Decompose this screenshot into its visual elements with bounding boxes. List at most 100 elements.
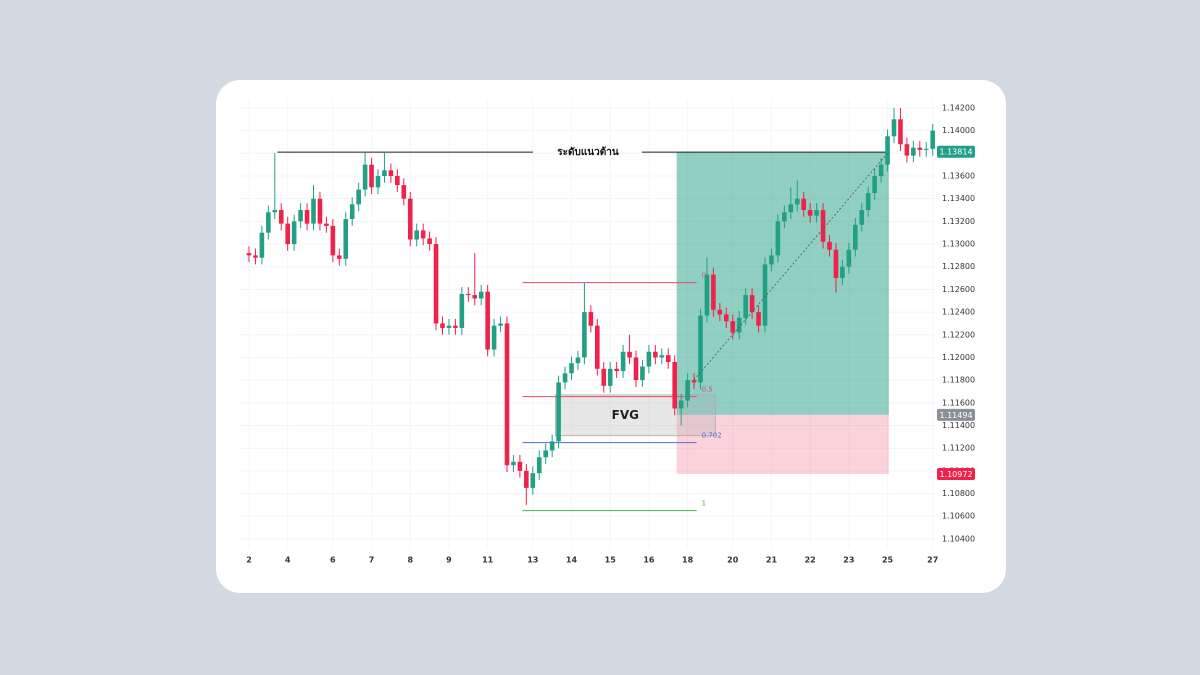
price-tag [937,145,975,158]
fib-label: 0.702 [702,432,722,440]
candle-body [498,323,503,326]
y-tick-label: 1.12400 [942,308,975,317]
candle-body [517,461,523,471]
candle-body [588,312,594,326]
candle-body [788,204,794,213]
x-tick-label: 23 [843,556,854,565]
candle-body [898,119,903,145]
candle-body [659,355,665,358]
y-tick-label: 1.11800 [942,376,975,385]
candle-body [304,210,310,224]
candle-body [782,212,787,222]
candle-body [872,175,877,194]
candle-body [672,361,677,409]
y-tick-label: 1.14200 [942,103,975,112]
candle-body [820,210,826,242]
candle-body [266,212,271,233]
y-tick-label: 1.10600 [942,512,975,521]
candle-body [614,368,619,372]
fvg-box [554,394,716,437]
candle-body [330,225,336,256]
candle-body [575,357,581,364]
price-tag-label: 1.10972 [939,470,972,479]
candle-body [724,314,729,322]
candle-body [801,198,806,211]
candle-body [930,130,935,149]
candle-body [285,223,290,245]
candle-body [627,351,632,358]
y-tick-label: 1.13400 [942,194,975,203]
candle-body [478,291,484,299]
candle-body [536,457,542,474]
candle-body [827,241,832,250]
candle-body [317,198,323,224]
candle-body [711,274,716,310]
candle-body [459,293,465,328]
stop-zone [676,414,889,475]
candle-body [775,221,781,256]
candle-body [601,368,607,386]
price-tag-label: 1.11494 [939,411,972,420]
candle-body [491,325,497,350]
candle-body [433,244,439,324]
y-tick-label: 1.12000 [942,353,975,362]
candle-body [885,136,890,165]
x-tick-label: 14 [566,556,578,565]
candle-body [665,355,671,362]
candle-body [453,325,458,328]
candle-body [569,363,574,374]
y-tick-label: 1.10400 [942,534,975,543]
candle-body [736,317,742,333]
candle-body [859,210,865,225]
candle-body [853,224,858,250]
y-tick-label: 1.12200 [942,330,975,339]
candle-body [311,198,316,224]
candle-body [401,185,407,199]
candle-body [504,323,510,466]
candle-body [762,264,768,326]
candle-body [472,295,478,299]
candle-body [698,315,703,383]
candle-body [298,210,303,222]
candle-body [730,321,736,333]
candle-body [253,255,258,258]
price-tag [937,468,975,481]
price-tag [937,408,975,421]
candle-body [543,450,548,458]
y-tick-label: 1.11600 [942,398,975,407]
x-tick-label: 21 [766,556,778,565]
candle-body [427,238,432,245]
x-tick-label: 16 [643,556,655,565]
candle-body [846,249,852,267]
candle-body [833,249,839,279]
candle-body [891,119,897,137]
fib-label: 1 [702,500,706,508]
candle-body [678,400,684,409]
x-tick-label: 27 [927,556,938,565]
candle-body [878,164,884,176]
y-tick-label: 1.12800 [942,262,975,271]
candle-body [549,441,555,451]
candle-body [362,164,368,190]
candle-body [466,293,471,296]
candle-body [691,380,697,383]
candle-body [485,291,490,350]
x-tick-label: 6 [330,556,336,565]
y-tick-label: 1.10800 [942,489,975,498]
y-tick-label: 1.12600 [942,285,975,294]
x-tick-label: 22 [805,556,816,565]
fib-label: 0.5 [702,386,713,394]
candle-body [259,232,265,258]
candle-body [633,357,639,381]
candle-body [814,210,819,216]
candle-body [356,189,361,205]
candle-body [278,210,284,224]
candle-body [595,325,600,369]
candle-body [446,325,452,328]
x-tick-label: 7 [369,556,375,565]
candle-body [743,295,748,318]
x-tick-label: 15 [605,556,617,565]
candle-body [582,312,587,358]
candle-body [375,175,381,188]
